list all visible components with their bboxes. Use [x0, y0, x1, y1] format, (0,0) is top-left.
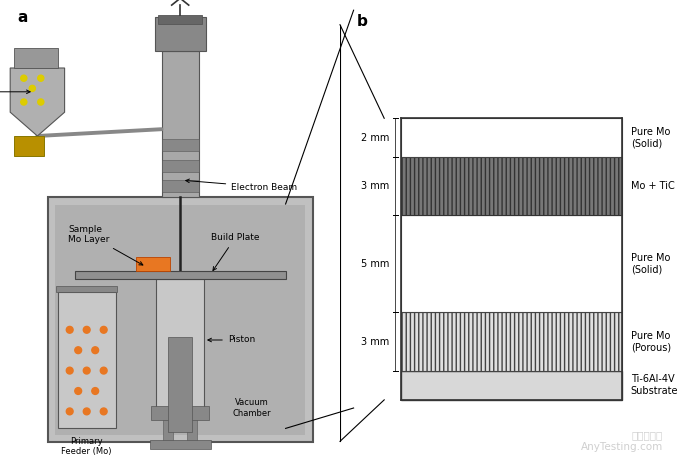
Bar: [401, 313, 622, 371]
Bar: [14, 48, 58, 68]
Text: Pure Mo
(Porous): Pure Mo (Porous): [631, 331, 671, 353]
Text: 嘉峪检测网
AnyTesting.com: 嘉峪检测网 AnyTesting.com: [581, 431, 663, 452]
Bar: [136, 257, 170, 271]
Circle shape: [21, 75, 27, 81]
Bar: [162, 180, 199, 192]
Circle shape: [67, 408, 73, 415]
Bar: [401, 371, 622, 400]
Text: Mo+TiC Powder: Mo+TiC Powder: [0, 87, 30, 96]
Text: 3 mm: 3 mm: [361, 336, 389, 347]
Bar: [56, 285, 118, 292]
Text: 5 mm: 5 mm: [361, 259, 389, 269]
Bar: [48, 197, 313, 442]
Circle shape: [101, 367, 107, 374]
Bar: [154, 17, 205, 51]
Text: Ti-6Al-4V
Substrate: Ti-6Al-4V Substrate: [631, 375, 678, 396]
Text: Pure Mo
(Solid): Pure Mo (Solid): [631, 127, 670, 149]
Text: Primary
Feeder (Mo): Primary Feeder (Mo): [61, 437, 112, 456]
Circle shape: [84, 326, 90, 333]
Circle shape: [67, 326, 73, 333]
Bar: [401, 215, 622, 313]
Circle shape: [84, 408, 90, 415]
Circle shape: [67, 367, 73, 374]
Circle shape: [38, 99, 44, 105]
Text: Sample
Mo Layer: Sample Mo Layer: [68, 225, 143, 265]
Bar: [14, 136, 44, 157]
Circle shape: [38, 75, 44, 81]
Circle shape: [92, 347, 99, 353]
Circle shape: [92, 387, 99, 394]
Text: Build Plate: Build Plate: [211, 234, 259, 270]
Bar: [162, 140, 199, 151]
Text: 2 mm: 2 mm: [361, 133, 389, 143]
Bar: [156, 280, 204, 408]
Bar: [187, 418, 197, 442]
Bar: [58, 292, 116, 428]
Circle shape: [29, 85, 35, 91]
Text: 3 mm: 3 mm: [361, 181, 389, 191]
Bar: [75, 271, 286, 280]
Circle shape: [21, 99, 27, 105]
Text: Mo + TiC: Mo + TiC: [631, 181, 675, 191]
Polygon shape: [10, 68, 65, 136]
Bar: [162, 160, 199, 172]
Bar: [158, 15, 203, 24]
Bar: [55, 205, 305, 435]
Bar: [401, 157, 622, 215]
Bar: [150, 440, 211, 449]
Circle shape: [101, 408, 107, 415]
Bar: [163, 418, 173, 442]
Circle shape: [101, 326, 107, 333]
Text: b: b: [357, 14, 368, 29]
Bar: [162, 51, 199, 197]
Text: Pure Mo
(Solid): Pure Mo (Solid): [631, 253, 670, 275]
Circle shape: [84, 367, 90, 374]
Text: Vacuum
Chamber: Vacuum Chamber: [233, 398, 271, 418]
Circle shape: [75, 347, 82, 353]
Bar: [401, 118, 622, 157]
Text: Piston: Piston: [208, 336, 255, 345]
Bar: [151, 406, 209, 420]
Text: Electron Beam: Electron Beam: [186, 179, 297, 191]
Text: a: a: [17, 10, 27, 25]
Circle shape: [75, 387, 82, 394]
Bar: [169, 336, 192, 432]
